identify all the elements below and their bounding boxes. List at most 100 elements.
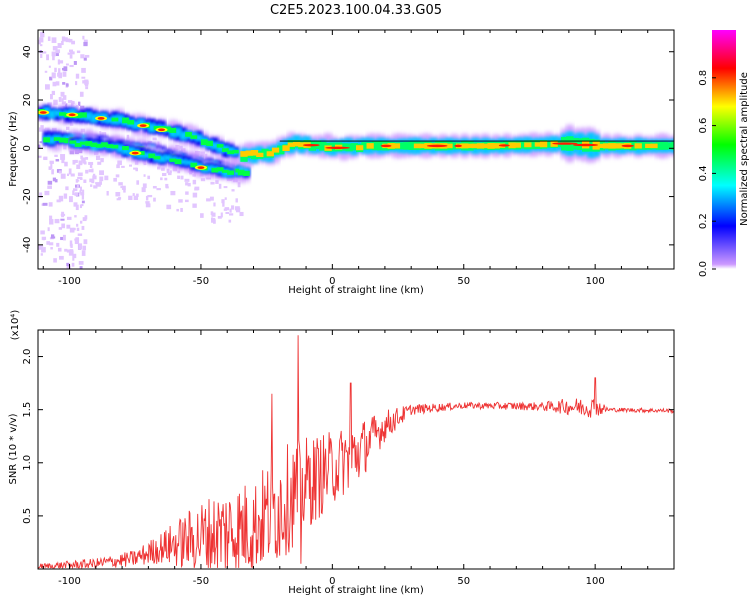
spectral-cell	[271, 147, 280, 153]
spectral-cell	[169, 127, 177, 133]
noise-cell	[56, 199, 61, 203]
spectral-cell	[403, 142, 411, 150]
snr-frame	[37, 329, 675, 570]
noise-cell	[211, 217, 216, 223]
spectral-cell	[232, 150, 240, 154]
noise-cell	[132, 193, 135, 196]
spectral-peak	[498, 144, 510, 147]
spectral-cell	[127, 146, 135, 156]
noise-cell	[53, 258, 57, 263]
noise-cell	[113, 177, 117, 182]
noise-cell	[38, 155, 42, 158]
noise-cell	[70, 173, 75, 177]
noise-cell	[61, 98, 64, 102]
noise-cell	[177, 175, 181, 179]
noise-cell	[61, 40, 64, 46]
noise-cell	[194, 187, 199, 191]
noise-cell	[40, 32, 45, 38]
noise-cell	[49, 94, 53, 100]
noise-cell	[59, 255, 64, 260]
noise-cell	[164, 177, 168, 181]
spectral-cell	[116, 114, 124, 125]
spectral-cell	[211, 141, 219, 150]
noise-cell	[88, 161, 94, 165]
spectral-cell	[608, 143, 616, 149]
spectral-cell	[597, 143, 606, 149]
colorbar-tick-label: 0.0	[698, 261, 709, 277]
noise-cell	[192, 173, 196, 177]
colorbar-tick-label: 0.6	[698, 118, 709, 134]
colorbar-tick-label: 0.8	[698, 70, 709, 86]
spectral-cell	[350, 143, 359, 151]
spectral-cell	[211, 167, 219, 173]
noise-cell	[74, 192, 78, 196]
noise-cell	[81, 157, 86, 162]
noise-cell	[60, 154, 66, 160]
noise-cell	[152, 137, 157, 141]
y-tick-label: 1.5	[22, 402, 33, 418]
noise-cell	[203, 153, 208, 158]
noise-cell	[99, 131, 102, 136]
colorbar-tick-label: 0.2	[698, 213, 709, 229]
noise-cell	[237, 182, 241, 188]
noise-cell	[81, 204, 84, 207]
noise-cell	[169, 170, 172, 174]
noise-cell	[46, 54, 49, 61]
noise-cell	[239, 211, 244, 217]
noise-cell	[52, 81, 57, 87]
noise-cell	[54, 67, 57, 73]
noise-cell	[192, 179, 197, 185]
snr-series-line	[38, 335, 674, 569]
noise-cell	[60, 218, 65, 221]
noise-cell	[81, 194, 85, 200]
noise-cell	[73, 253, 77, 259]
noise-cell	[82, 159, 85, 164]
noise-cell	[61, 101, 66, 105]
noise-cell	[66, 262, 70, 267]
noise-cell	[53, 99, 58, 105]
noise-cell	[121, 185, 126, 190]
noise-cell	[223, 186, 228, 189]
noise-cell	[79, 91, 84, 97]
spectral-cell	[250, 150, 259, 156]
noise-cell	[70, 243, 73, 248]
spectral-cell	[650, 143, 658, 149]
spectral-cell	[64, 138, 72, 144]
noise-cell	[211, 212, 216, 217]
noise-cell	[57, 59, 61, 65]
noise-cell	[54, 179, 58, 183]
noise-cell	[141, 187, 146, 193]
noise-cell	[235, 198, 238, 203]
noise-cell	[54, 218, 60, 224]
spectral-cell	[250, 152, 259, 160]
noise-cell	[58, 227, 63, 230]
noise-cell	[50, 234, 55, 239]
noise-cell	[46, 241, 50, 245]
spectral-cell	[200, 139, 208, 146]
noise-cell	[68, 100, 73, 103]
spectral-cell	[48, 135, 56, 145]
spectral-cell	[80, 141, 87, 145]
noise-cell	[65, 83, 69, 87]
spectral-cell	[287, 142, 295, 147]
noise-cell	[64, 161, 68, 167]
noise-cell	[50, 163, 53, 169]
snr-series-group	[38, 335, 674, 569]
spectral-cell	[671, 141, 674, 151]
figure-title: C2E5.2023.100.04.33.G05	[270, 3, 442, 18]
noise-cell	[211, 217, 214, 220]
noise-cell	[66, 266, 71, 269]
spectral-cell	[137, 118, 145, 128]
noise-cell	[79, 220, 83, 224]
noise-cell	[58, 96, 62, 102]
colorbar: 0.0 0.2 0.4 0.6 0.8 Normalized spectral ampl…	[698, 30, 750, 277]
noise-cell	[64, 248, 68, 252]
noise-cell	[145, 201, 150, 204]
noise-cell	[66, 224, 71, 229]
noise-cell	[68, 250, 74, 256]
spectral-cell	[655, 141, 663, 150]
x-tick-label: 0	[329, 276, 335, 287]
noise-cell	[58, 170, 62, 174]
spectral-peak	[303, 143, 320, 147]
noise-cell	[49, 219, 54, 225]
